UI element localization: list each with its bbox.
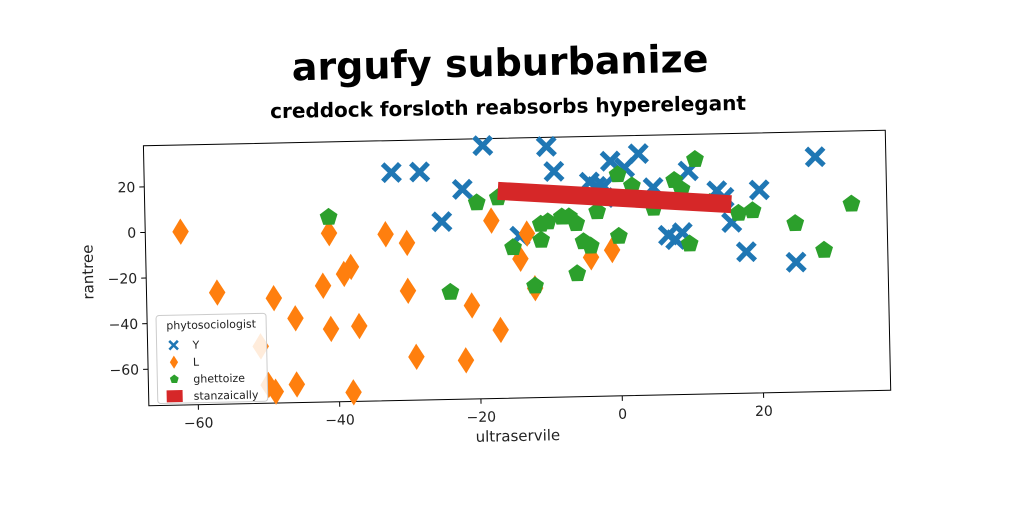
- point-marker-pentagon: [680, 234, 699, 252]
- point-marker-diamond: [603, 236, 621, 264]
- point-marker-diamond: [492, 316, 509, 344]
- legend-title: phytosociologist: [166, 317, 257, 332]
- x-tick-label: −40: [325, 412, 355, 429]
- point-marker-pentagon: [686, 149, 704, 168]
- point-marker-pentagon: [842, 194, 861, 212]
- point-marker-diamond: [398, 229, 416, 257]
- x-tick-label: −60: [184, 415, 214, 432]
- point-marker-diamond: [288, 371, 306, 398]
- point-marker-pentagon: [169, 374, 179, 384]
- point-marker-diamond: [377, 221, 394, 248]
- point-marker-pentagon: [815, 240, 833, 258]
- point-marker-x: [735, 241, 758, 263]
- point-marker-x: [472, 134, 494, 157]
- point-marker-x: [627, 143, 649, 165]
- chart-title: argufy suburbanize: [291, 37, 708, 90]
- point-marker-diamond: [342, 253, 360, 281]
- point-marker-diamond: [483, 207, 500, 234]
- point-marker-pentagon: [608, 165, 627, 183]
- y-tick-label: 0: [127, 226, 136, 242]
- x-tick-label: 20: [755, 404, 773, 420]
- point-marker-diamond: [169, 355, 179, 369]
- y-tick-label: −40: [108, 317, 138, 334]
- series-stanzaically: [497, 181, 732, 214]
- point-marker-pentagon: [532, 230, 551, 248]
- point-marker-pentagon: [568, 264, 587, 282]
- point-marker-diamond: [345, 379, 362, 406]
- point-marker-pentagon: [504, 238, 522, 256]
- data-marks: [172, 134, 861, 406]
- point-marker-x: [409, 161, 431, 183]
- legend-label: Y: [191, 339, 199, 352]
- legend-label: L: [193, 356, 200, 369]
- point-marker-diamond: [322, 315, 340, 343]
- legend-box: [155, 312, 269, 404]
- point-marker-diamond: [265, 284, 283, 312]
- point-marker-x: [748, 179, 770, 201]
- point-marker-diamond: [287, 305, 304, 332]
- point-marker-x: [804, 146, 826, 168]
- point-marker-pentagon: [588, 202, 607, 220]
- point-marker-diamond: [399, 277, 417, 305]
- series-ghettoize: [319, 149, 861, 300]
- point-marker-pentagon: [467, 193, 486, 211]
- legend-label: ghettoize: [193, 372, 245, 386]
- point-marker-x: [599, 150, 621, 172]
- point-marker-x: [543, 160, 565, 183]
- point-marker-pentagon: [538, 212, 557, 230]
- y-tick-label: 20: [117, 180, 135, 196]
- point-marker-x: [431, 211, 453, 233]
- point-marker-pentagon: [319, 207, 338, 225]
- point-marker-diamond: [320, 219, 338, 247]
- y-tick-label: −20: [108, 271, 138, 288]
- point-marker-diamond: [208, 279, 226, 306]
- point-marker-diamond: [350, 312, 368, 340]
- x-axis-label: ultraservile: [475, 426, 560, 446]
- point-marker-diamond: [408, 343, 425, 370]
- point-marker-pentagon: [743, 201, 762, 219]
- chart-subtitle: creddock forsloth reabsorbs hyperelegant: [270, 91, 747, 123]
- point-marker-diamond: [463, 292, 481, 319]
- point-marker-pentagon: [526, 276, 544, 294]
- legend-swatch: [166, 390, 183, 403]
- point-marker-diamond: [314, 272, 332, 299]
- point-marker-x: [451, 178, 473, 200]
- point-marker-diamond: [172, 218, 189, 245]
- plot-area: −60 −40 −20 0 20 −60 −40 −20 0 20 phytosociologi…: [108, 129, 892, 432]
- point-marker-pentagon: [623, 176, 641, 194]
- point-marker-diamond: [518, 220, 536, 247]
- point-marker-diamond: [335, 260, 353, 288]
- x-tick-label: 0: [618, 407, 627, 423]
- x-tick-label: −20: [466, 409, 496, 426]
- point-marker-pentagon: [567, 214, 586, 232]
- point-marker-x: [380, 161, 402, 184]
- point-marker-diamond: [267, 378, 285, 405]
- point-marker-x: [168, 339, 179, 351]
- legend-label: stanzaically: [194, 388, 259, 402]
- point-marker-pentagon: [729, 203, 748, 221]
- axes-frame: [142, 129, 892, 407]
- x-axis: −60 −40 −20 0 20: [184, 392, 773, 432]
- point-marker-x: [535, 135, 557, 158]
- point-marker-pentagon: [441, 282, 460, 300]
- point-marker-pentagon: [609, 226, 628, 244]
- point-marker-pentagon: [786, 214, 805, 232]
- y-axis: −60 −40 −20 0 20: [108, 180, 149, 379]
- series-line: [497, 181, 732, 214]
- point-marker-pentagon: [581, 236, 600, 254]
- point-marker-diamond: [457, 347, 475, 374]
- y-axis-label: rantree: [79, 244, 98, 299]
- point-marker-x: [785, 251, 807, 273]
- y-tick-label: −60: [109, 362, 139, 379]
